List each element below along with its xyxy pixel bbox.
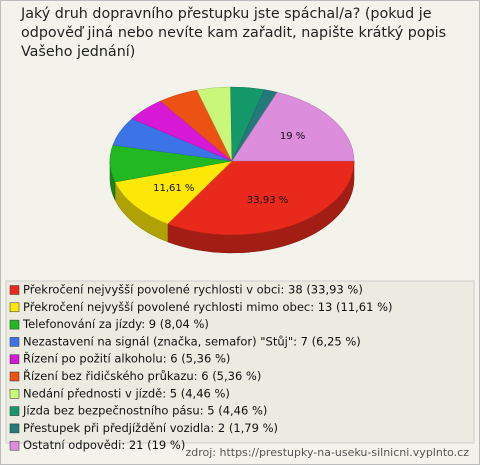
legend-label: Řízení bez řidičského průkazu: 6 (5,36 %… (23, 368, 261, 383)
legend-box (5, 280, 475, 444)
legend-swatch (9, 337, 20, 347)
pie-slice (231, 91, 355, 162)
legend-label: Nedání přednosti v jízdě: 5 (4,46 %) (23, 386, 230, 400)
legend-label: Telefonování za jízdy: 9 (8,04 %) (22, 317, 209, 331)
legend-label: Ostatní odpovědi: 21 (19 %) (23, 438, 185, 452)
data-label: 19 % (280, 131, 305, 142)
legend-label: Řízení po požití alkoholu: 6 (5,36 %) (23, 351, 230, 366)
data-label: 11,61 % (153, 183, 194, 194)
legend-label: Jízda bez bezpečnostního pásu: 5 (4,46 %… (22, 404, 267, 418)
legend-swatch (9, 440, 20, 451)
data-label: 33,93 % (247, 195, 288, 206)
legend-swatch (9, 371, 20, 382)
legend-label: Přestupek při předjíždění vozidla: 2 (1,… (23, 421, 278, 435)
pie-slice (114, 160, 233, 225)
legend-swatch (9, 354, 20, 364)
legend-swatch (9, 302, 20, 313)
legend-label: Nezastavení na signál (značka, semafor) … (23, 334, 361, 348)
chart-title: Jaký druh dopravního přestupku jste spác… (21, 6, 447, 60)
legend-label: Překročení nejvyšší povolené rychlosti m… (23, 300, 393, 314)
legend-swatch (9, 389, 20, 399)
legend-swatch (9, 285, 20, 295)
source: zdroj: https://prestupky-na-useku-silnic… (185, 446, 469, 459)
pie-slice (167, 160, 355, 236)
legend-swatch (9, 406, 20, 416)
legend-swatch (9, 319, 20, 330)
legend-swatch (9, 423, 20, 434)
legend-label: Překročení nejvyšší povolené rychlosti v… (23, 283, 363, 297)
